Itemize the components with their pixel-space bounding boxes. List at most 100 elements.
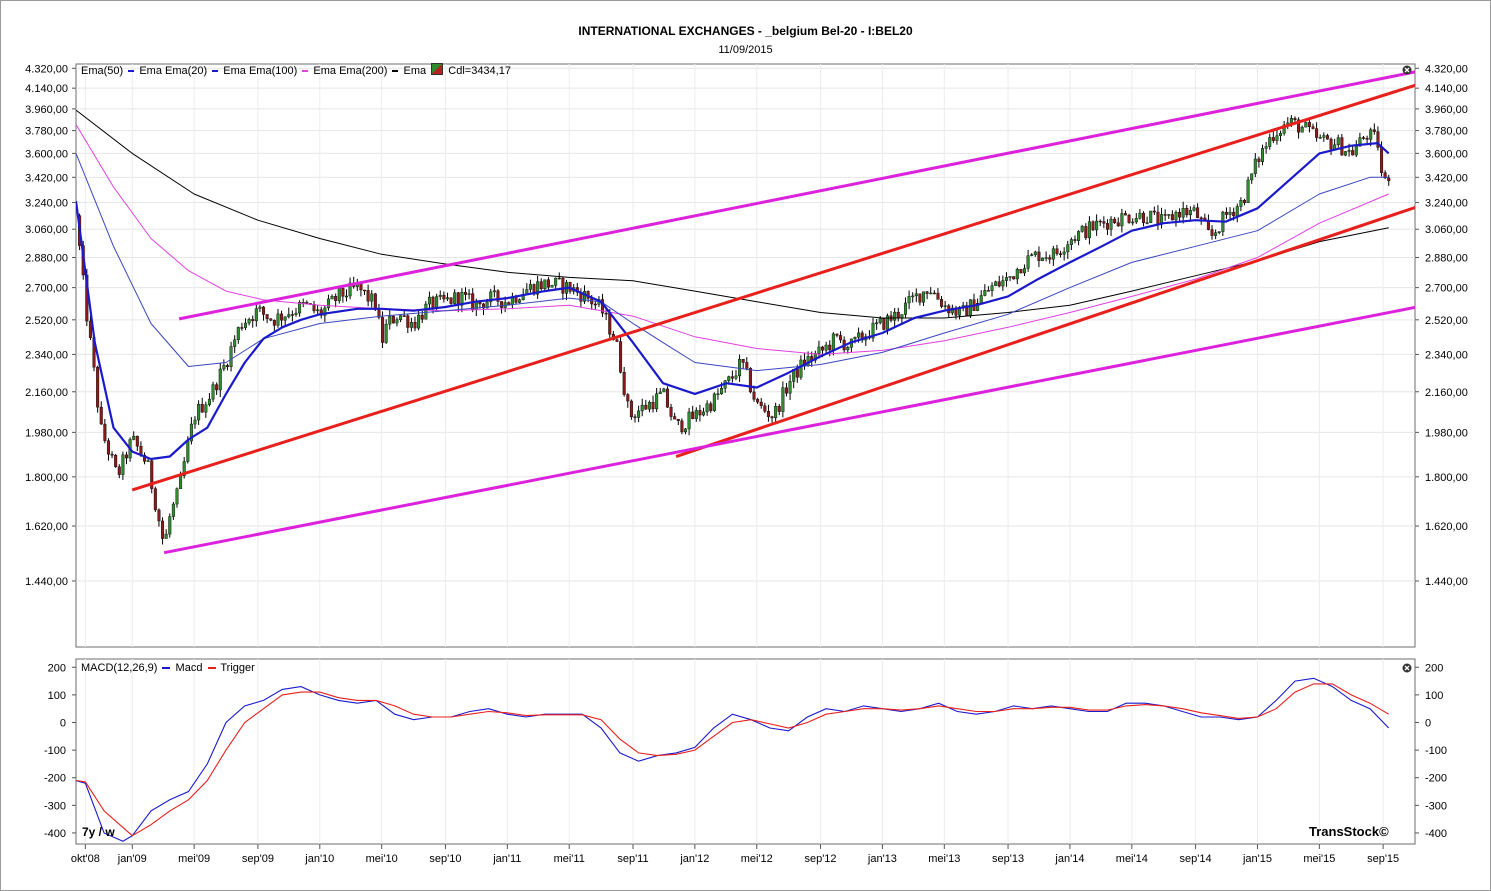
candle-body (1037, 251, 1041, 261)
candle-body (146, 460, 150, 462)
candle-body (759, 401, 763, 406)
price-tick-label-right: 3.600,00 (1425, 148, 1468, 160)
candle-body (1214, 232, 1218, 236)
candle-body (150, 460, 154, 489)
candle-body (795, 369, 799, 378)
candle-body (388, 315, 392, 325)
candle-body (1091, 221, 1095, 231)
candle-body (1170, 214, 1174, 221)
candle-body (1192, 207, 1196, 211)
candle-body (1361, 137, 1365, 139)
legend-item-ema100: Ema Ema(100) (223, 65, 298, 77)
candle-body (1059, 253, 1063, 255)
candle-body (1347, 150, 1351, 152)
candle-body (117, 466, 121, 475)
candle-body (1001, 280, 1005, 287)
close-macd-panel-icon[interactable] (1402, 663, 1412, 673)
candle-body (1048, 257, 1052, 260)
candle-body (853, 337, 857, 340)
candle-body (1279, 133, 1283, 137)
candle-body (1253, 158, 1257, 174)
candle-body (298, 302, 302, 314)
candle-body (427, 296, 431, 305)
candle-body (121, 454, 125, 475)
candle-body (143, 454, 147, 462)
legend-swatch-macd (162, 667, 171, 670)
candle-body (1105, 223, 1109, 230)
candle-body (413, 322, 417, 329)
price-tick-label-right: 2.880,00 (1425, 253, 1468, 265)
candle-body (485, 301, 489, 309)
legend-item-candle: Cdl=3434,17 (448, 65, 511, 77)
candle-body (986, 290, 990, 292)
candle-body (1217, 231, 1221, 233)
candle-body (1376, 131, 1380, 148)
candle-body (323, 307, 327, 316)
candle-body (438, 294, 442, 297)
price-tick-label-left: 4.140,00 (25, 83, 68, 95)
x-tick-label: sep'11 (617, 853, 648, 865)
candle-body (557, 277, 561, 280)
candle-body (546, 279, 550, 288)
candle-body (482, 303, 486, 309)
candle-body (1181, 208, 1185, 218)
close-panel-icon[interactable] (1402, 65, 1412, 75)
candle-body (1242, 200, 1246, 203)
candle-body (1077, 231, 1081, 241)
candle-body (1163, 214, 1167, 216)
candle-body (824, 344, 828, 351)
legend-swatch-ema (392, 70, 399, 73)
candle-body (1178, 212, 1182, 218)
candle-body (344, 295, 348, 298)
candle-body (518, 299, 522, 303)
candle-body (554, 277, 558, 286)
candle-body (673, 416, 677, 420)
candle-body (207, 398, 211, 406)
price-tick-label-left: 3.600,00 (25, 148, 68, 160)
macd-tick-label-right: -400 (1425, 828, 1447, 840)
macd-tick-label-right: 0 (1425, 718, 1431, 730)
candle-body (399, 315, 403, 320)
candle-body (752, 391, 756, 400)
macd-tick-label-right: -200 (1425, 773, 1447, 785)
legend-item-ema: Ema (403, 65, 427, 77)
candle-body (467, 293, 471, 295)
candle-body (1322, 135, 1326, 138)
candle-body (680, 420, 684, 433)
price-tick-label-left: 2.340,00 (25, 349, 68, 361)
price-tick-label-right: 3.060,00 (1425, 224, 1468, 236)
candle-body (1304, 122, 1308, 128)
candle-body (644, 404, 648, 410)
candle-body (821, 346, 825, 351)
candle-body (817, 346, 821, 354)
candle-body (763, 405, 767, 412)
candle-body (716, 393, 720, 396)
candle-body (925, 291, 929, 294)
candle-body (283, 316, 287, 321)
legend-item-ema20: Ema Ema(20) (139, 65, 208, 77)
candle-body (1268, 137, 1272, 147)
candle-body (1084, 226, 1088, 239)
candle-body (240, 327, 244, 329)
candle-body (384, 323, 388, 343)
candle-body (1271, 137, 1275, 141)
candle-body (182, 461, 186, 476)
candle-body (99, 406, 103, 425)
candle-body (1087, 221, 1091, 239)
price-tick-label-right: 2.340,00 (1425, 349, 1468, 361)
x-tick-label: mei'12 (741, 853, 773, 865)
price-tick-label-right: 3.240,00 (1425, 198, 1468, 210)
price-tick-label-right: 3.420,00 (1425, 172, 1468, 184)
price-tick-label-left: 2.520,00 (25, 315, 68, 327)
candle-body (135, 435, 139, 447)
macd-legend: MACD(12,26,9) Macd Trigger (81, 662, 257, 674)
x-tick-label: jan'14 (1054, 853, 1084, 865)
candle-body (658, 391, 662, 394)
candle-body (687, 411, 691, 430)
macd-series-trigger (76, 683, 1389, 837)
candle-body (903, 302, 907, 315)
candle-body (269, 318, 273, 321)
candle-body (1127, 214, 1131, 223)
candle-body (1174, 212, 1178, 221)
candle-body (835, 333, 839, 336)
